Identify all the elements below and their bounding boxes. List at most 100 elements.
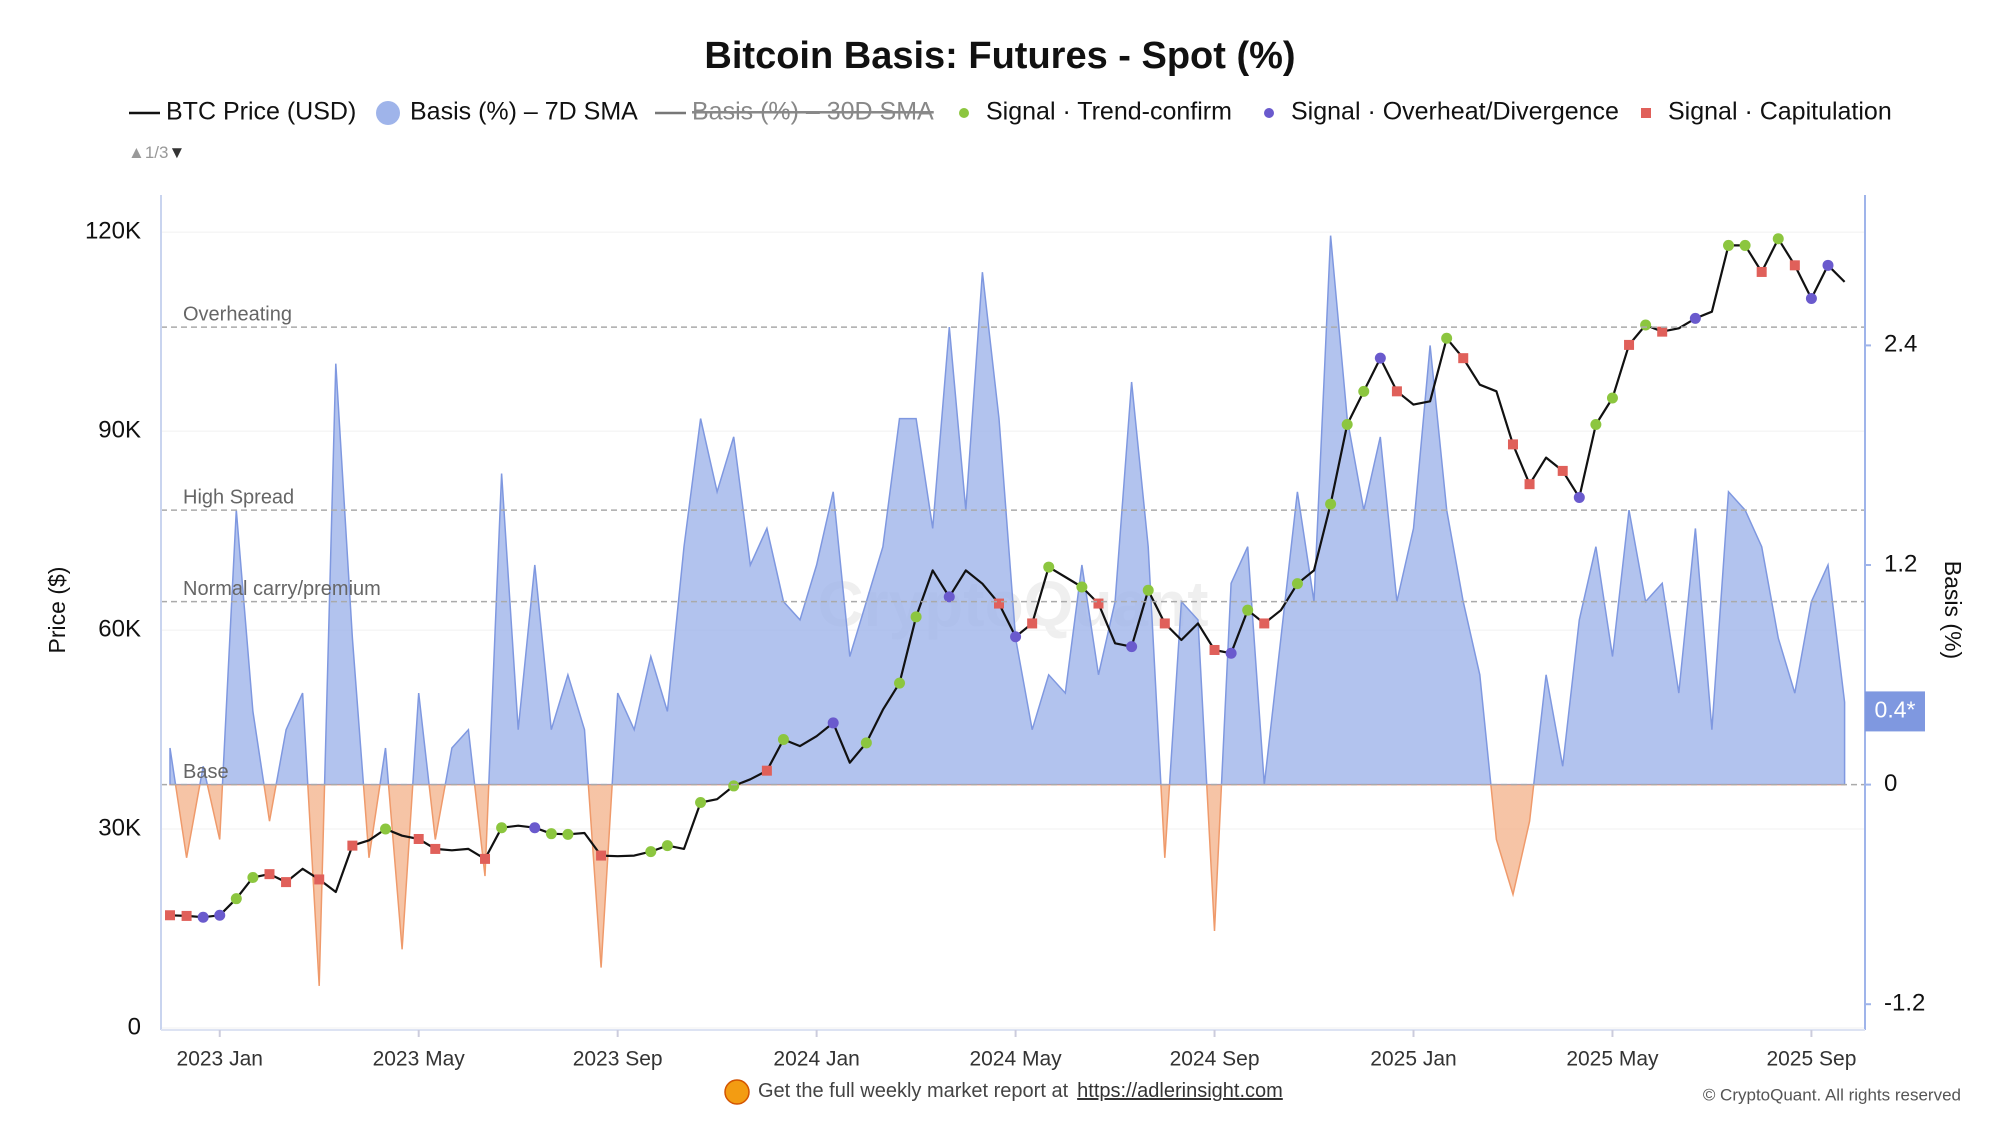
reference-label: High Spread [183, 486, 294, 508]
signal-marker [860, 737, 872, 749]
footer-icon [724, 1079, 750, 1105]
signal-marker [1291, 578, 1303, 590]
signal-marker [1756, 266, 1767, 277]
signal-marker [1259, 618, 1270, 629]
signal-marker [1391, 386, 1402, 397]
reference-label: Base [183, 761, 229, 783]
y-axis-title: Price ($) [44, 567, 70, 654]
x-tick-label: 2024 Sep [1170, 1048, 1260, 1071]
legend-pager[interactable]: ▲1/3▼ [128, 143, 185, 162]
signal-marker [994, 598, 1004, 609]
y2-tick-label: 0 [1884, 770, 1897, 797]
signal-marker [1126, 641, 1138, 653]
signal-marker [645, 846, 657, 858]
signal-marker [1805, 292, 1817, 304]
x-tick-label: 2023 Jan [177, 1048, 263, 1071]
plot-area: Overheating High Spread Normal carry/premi… [161, 231, 1865, 1029]
signal-marker [1739, 239, 1751, 251]
x-tick-label: 2023 Sep [573, 1048, 663, 1071]
signal-marker [1689, 312, 1701, 324]
legend-label[interactable]: Signal · Capitulation [1668, 98, 1892, 126]
signal-marker [496, 822, 508, 834]
reference-label: Normal carry/premium [183, 578, 381, 600]
footer-text: Get the full weekly market report at [758, 1080, 1069, 1102]
legend-label[interactable]: Signal · Trend-confirm [986, 98, 1232, 126]
signal-marker [1209, 644, 1220, 655]
signal-marker [165, 910, 175, 921]
signal-marker [1225, 647, 1237, 659]
signal-marker [827, 717, 839, 729]
signal-marker [1043, 561, 1055, 573]
signal-marker [1010, 631, 1022, 643]
signal-marker [1027, 618, 1038, 629]
signal-marker [1458, 353, 1469, 364]
legend-label[interactable]: Signal · Overheat/Divergence [1291, 98, 1619, 126]
signal-marker [1624, 339, 1635, 350]
y-tick-label: 0 [128, 1013, 141, 1040]
chart-title: Bitcoin Basis: Futures - Spot (%) [704, 35, 1295, 77]
signal-marker [545, 828, 557, 840]
last-value-label: 0.4* [1875, 696, 1916, 722]
x-tick-label: 2025 Sep [1766, 1048, 1856, 1071]
signal-marker [1657, 326, 1668, 337]
signal-marker [1640, 319, 1652, 331]
signal-marker [661, 840, 673, 852]
signal-marker [430, 843, 441, 854]
signal-marker [777, 734, 789, 746]
legend: BTC Price (USD) Basis (%) – 7D SMA Basis (… [129, 98, 1892, 126]
signal-marker [247, 871, 259, 883]
signal-marker [562, 828, 574, 840]
signal-marker [1606, 392, 1618, 404]
signal-marker [281, 877, 292, 888]
legend-label[interactable]: Basis (%) – 30D SMA [692, 98, 934, 126]
y2-tick-label: 1.2 [1884, 550, 1917, 577]
y2-tick-label: 2.4 [1884, 331, 1917, 358]
signal-marker [347, 840, 358, 851]
copyright: © CryptoQuant. All rights reserved [1703, 1085, 1961, 1104]
signal-marker [1590, 418, 1602, 430]
legend-swatch [1264, 108, 1274, 118]
signal-marker [1557, 465, 1568, 476]
signal-marker [695, 797, 707, 809]
signal-marker [1242, 604, 1254, 616]
reference-label: Overheating [183, 303, 292, 325]
signal-marker [1772, 233, 1784, 245]
y-tick-label: 60K [98, 615, 141, 642]
signal-marker [1507, 439, 1518, 450]
legend-swatch [376, 101, 400, 125]
signal-marker [1573, 491, 1585, 503]
pager-text: 1/3 [145, 143, 169, 162]
signal-marker [728, 780, 740, 792]
legend-swatch [1641, 108, 1651, 118]
legend-label[interactable]: Basis (%) – 7D SMA [410, 98, 638, 126]
legend-label[interactable]: BTC Price (USD) [166, 98, 356, 126]
pager-up[interactable]: ▲ [128, 143, 145, 162]
y-tick-label: 120K [85, 218, 141, 245]
signal-marker [761, 765, 772, 776]
x-tick-label: 2024 May [969, 1048, 1062, 1071]
signal-marker [1159, 618, 1170, 629]
y2-tick-label: -1.2 [1884, 990, 1925, 1017]
footer-line: Get the full weekly market report at http… [758, 1080, 1283, 1102]
pager-down[interactable]: ▼ [168, 143, 185, 162]
basis-area [169, 235, 1846, 986]
signal-marker [230, 893, 242, 905]
signal-marker [910, 611, 922, 623]
y-tick-label: 90K [98, 416, 141, 443]
legend-swatch [959, 108, 969, 118]
signal-marker [1374, 352, 1386, 364]
footer-link[interactable]: https://adlerinsight.com [1077, 1080, 1283, 1102]
x-tick-label: 2025 Jan [1370, 1048, 1456, 1071]
signal-marker [181, 910, 192, 921]
x-tick-label: 2024 Jan [773, 1048, 859, 1071]
signal-marker [264, 869, 275, 880]
y2-axis-title: Basis (%) [1940, 561, 1966, 659]
signal-marker [596, 850, 607, 861]
x-tick-label: 2023 May [373, 1048, 466, 1071]
signal-marker [1076, 581, 1088, 593]
x-tick-label: 2025 May [1566, 1048, 1659, 1071]
signal-marker [380, 823, 392, 835]
signal-marker [197, 911, 209, 923]
